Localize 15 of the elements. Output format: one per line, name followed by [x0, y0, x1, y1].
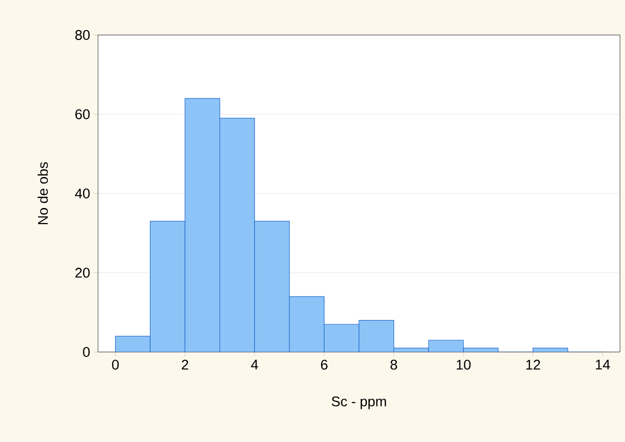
y-axis-title: No de obs [38, 162, 48, 224]
y-tick-label: 40 [75, 188, 90, 198]
x-tick-label: 12 [526, 360, 540, 370]
y-tick-label: 0 [83, 347, 90, 357]
x-tick-label: 2 [182, 360, 188, 370]
x-axis-title: Sc - ppm [332, 396, 386, 410]
y-tick-label: 20 [75, 268, 90, 278]
x-tick-label: 10 [456, 360, 471, 370]
y-tick-label: 60 [75, 109, 90, 120]
x-tick-label: 0 [112, 360, 119, 370]
x-tick-label: 14 [596, 360, 610, 370]
x-tick-label: 8 [390, 360, 398, 370]
y-tick-label: 80 [75, 30, 90, 40]
x-tick-label: 4 [251, 360, 258, 370]
x-tick-label: 6 [321, 360, 328, 370]
